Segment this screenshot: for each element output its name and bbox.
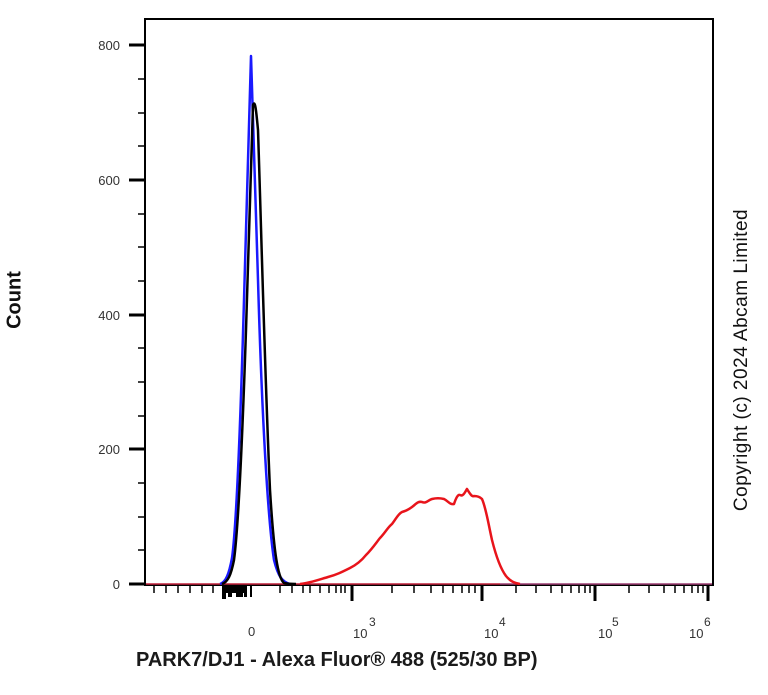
x-tick-1e4-base: 10 [484,626,498,641]
y-tick-200: 200 [98,442,120,457]
x-tick-labels: 0 10 3 10 4 10 5 10 6 [248,615,711,641]
y-tick-400: 400 [98,308,120,323]
y-tick-600: 600 [98,173,120,188]
x-tick-1e3-exp: 3 [369,615,376,629]
x-tick-0: 0 [248,624,255,639]
y-minor-ticks [138,78,145,551]
copyright-text: Copyright (c) 2024 Abcam Limited [731,208,752,512]
x-zero-dense-ticks [222,585,252,599]
series-unstained-blue [219,54,291,586]
x-major-ticks [350,585,710,601]
x-tick-1e5-exp: 5 [612,615,619,629]
x-tick-1e4-exp: 4 [499,615,506,629]
y-axis-label: Count [0,240,30,360]
series-isotype-black [221,102,297,586]
y-axis-label-text: Count [3,271,26,329]
x-minor-ticks [153,585,704,593]
copyright-notice: Copyright (c) 2024 Abcam Limited [722,140,762,580]
x-tick-1e3-base: 10 [353,626,367,641]
x-tick-1e5-base: 10 [598,626,612,641]
x-tick-1e6-exp: 6 [704,615,711,629]
x-axis-label: PARK7/DJ1 - Alexa Fluor® 488 (525/30 BP) [136,649,538,671]
series-stained-red [299,487,521,586]
y-tick-labels: 0 200 400 600 800 [98,38,120,592]
y-major-ticks [129,43,145,586]
y-tick-0: 0 [113,577,120,592]
x-tick-1e6-base: 10 [689,626,703,641]
y-tick-800: 800 [98,38,120,53]
